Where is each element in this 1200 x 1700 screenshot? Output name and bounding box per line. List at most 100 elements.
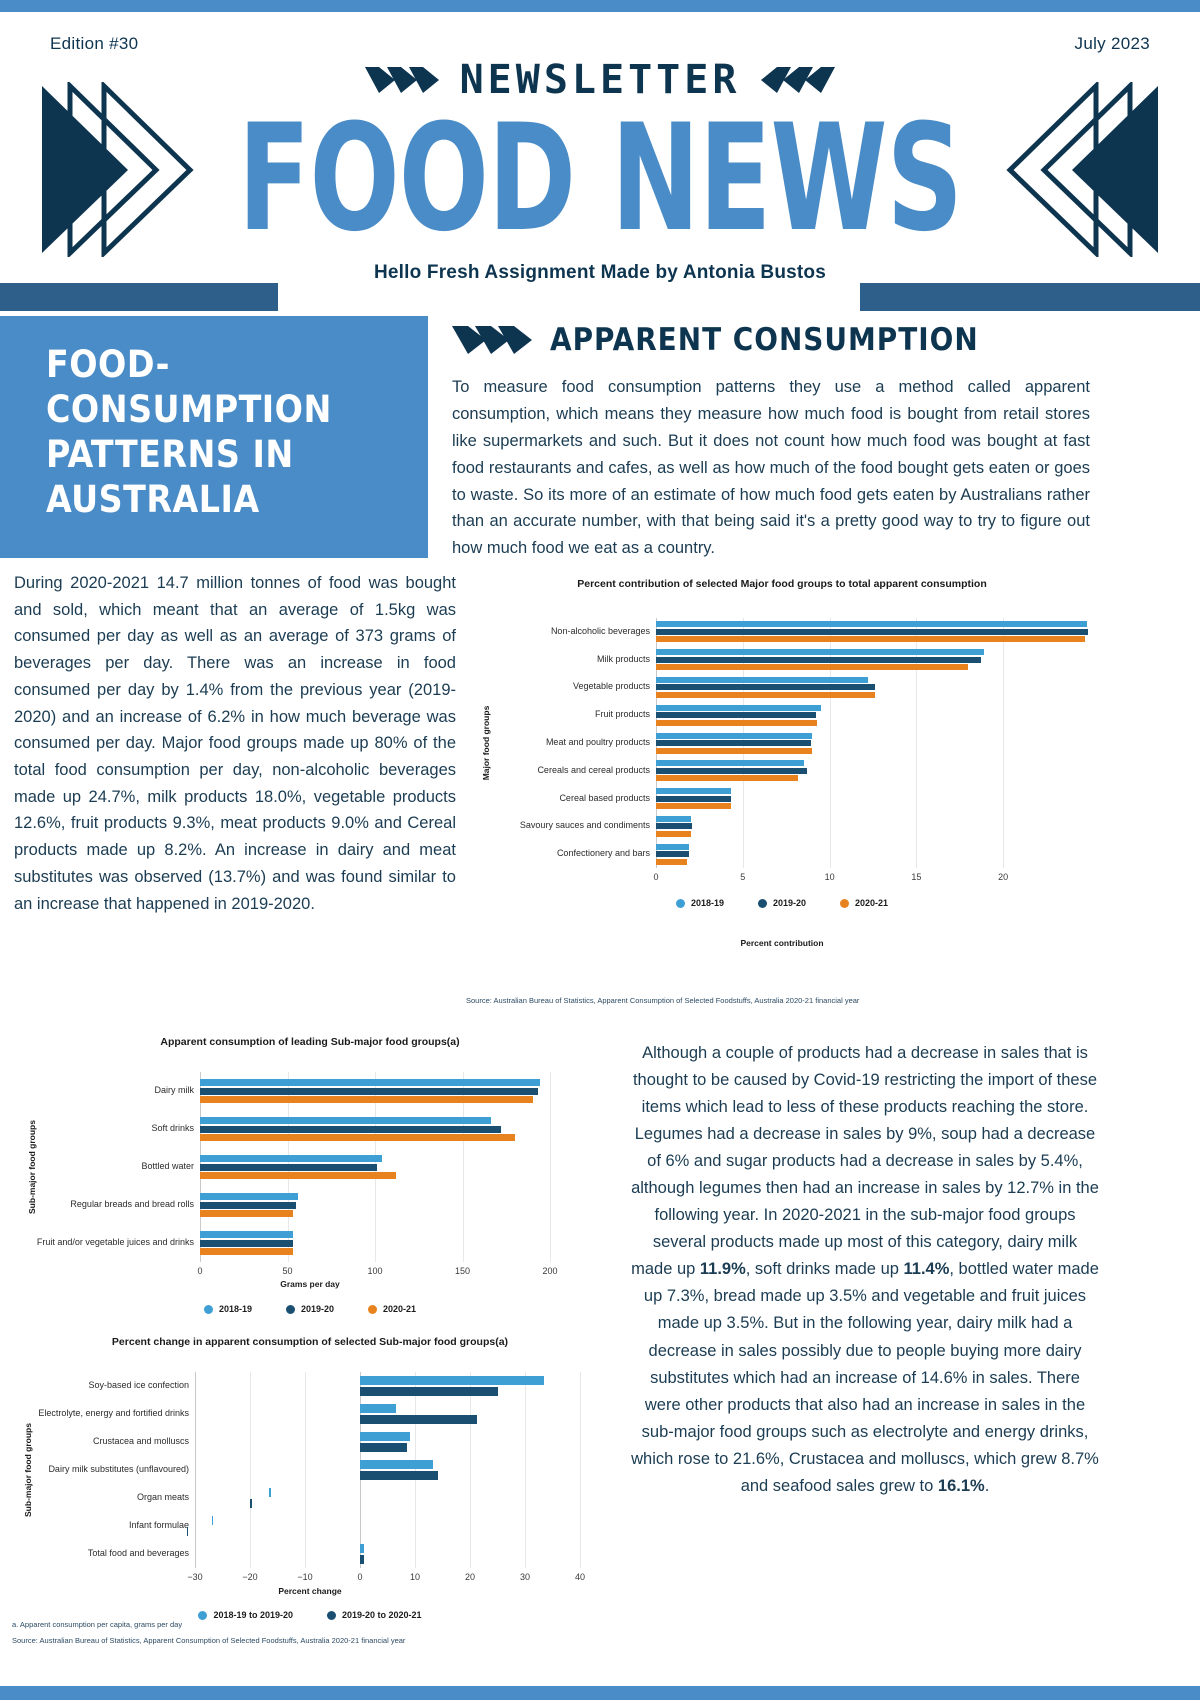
apparent-consumption-body: To measure food consumption patterns the…: [452, 378, 1090, 558]
chart3-bar: [360, 1404, 396, 1413]
chart3-x-tick-label: 40: [574, 1572, 585, 1582]
chart3-x-tick-label: −30: [187, 1572, 203, 1582]
chart1-legend: 2018-19 2019-20 2020-21: [466, 898, 1098, 908]
chart1-bar: [656, 628, 1089, 635]
footnotes-block: a. Apparent consumption per capita, gram…: [12, 1620, 632, 1652]
chart1-bar: [656, 712, 816, 719]
chart2-legend-item[interactable]: 2020-21: [368, 1304, 416, 1314]
chart1-bar: [656, 803, 731, 810]
chart-percent-change: Percent change in apparent consumption o…: [10, 1336, 610, 1620]
chart2-bar: [200, 1201, 297, 1209]
chart3-category-label: Soy-based ice confection: [88, 1380, 189, 1390]
chart2-bar: [200, 1087, 538, 1095]
chart1-bar: [656, 704, 821, 711]
chart2-bar: [200, 1096, 533, 1103]
chart2-bar: [200, 1193, 298, 1200]
chart1-category-label: Cereals and cereal products: [537, 764, 650, 775]
chart1-category-label: Cereal based products: [559, 792, 650, 803]
chart-sub-major-consumption: Apparent consumption of leading Sub-majo…: [10, 1036, 610, 1314]
chart3-gridline: [250, 1372, 251, 1568]
chart2-title: Apparent consumption of leading Sub-majo…: [160, 1036, 460, 1048]
chart2-bar: [200, 1117, 491, 1124]
chart3-bar: [360, 1443, 408, 1452]
chart1-title: Percent contribution of selected Major f…: [577, 578, 987, 590]
chart3-x-tick-label: 0: [357, 1572, 363, 1582]
byline: Hello Fresh Assignment Made by Antonia B…: [373, 262, 827, 283]
chart1-legend-item[interactable]: 2019-20: [757, 898, 807, 908]
chart2-legend-label: 2020-21: [383, 1304, 417, 1314]
chart2-x-axis-label: Grams per day: [280, 1279, 340, 1289]
legend-swatch-icon: [368, 1304, 378, 1314]
chart2-gridline: [462, 1072, 464, 1262]
chart1-category-label: Fruit products: [594, 709, 650, 720]
chart1-bar: [656, 767, 808, 774]
legend-swatch-icon: [840, 898, 850, 908]
legend-swatch-icon: [198, 1610, 208, 1620]
chevrons-right-icon: [365, 65, 441, 95]
chart2-x-tick-label: 100: [367, 1266, 383, 1276]
chart3-x-axis-label: Percent change: [278, 1586, 342, 1596]
chart1-bar: [656, 740, 811, 746]
apparent-consumption-heading-row: APPARENT CONSUMPTION: [452, 322, 979, 358]
chart2-bar: [200, 1155, 382, 1162]
chart1-x-tick-label: 15: [911, 872, 922, 882]
chart2-bar: [200, 1079, 540, 1086]
chart1-bar: [656, 649, 985, 656]
covid-highlight-dairy-milk: 11.9%: [699, 1260, 746, 1279]
chart2-category-label: Dairy milk: [154, 1085, 195, 1095]
chart2-bar: [200, 1172, 396, 1179]
chart3-x-tick-label: −10: [297, 1572, 313, 1582]
chart1-bar: [656, 760, 804, 767]
feature-body-text: During 2020-2021 14.7 million tonnes of …: [14, 574, 456, 913]
chart3-category-label: Electrolyte, energy and fortified drinks: [38, 1408, 189, 1418]
chart2-bar: [200, 1231, 293, 1238]
chart1-bar: [656, 732, 813, 739]
legend-swatch-icon: [757, 898, 767, 908]
chevrons-left-icon: [759, 65, 835, 95]
chart1-x-tick-label: 10: [824, 872, 835, 882]
chart3-bar: [360, 1432, 410, 1441]
chart2-category-label: Fruit and/or vegetable juices and drinks: [36, 1237, 194, 1247]
chart3-bar: [360, 1555, 364, 1564]
chart1-legend-label: 2019-20: [772, 898, 807, 908]
chart1-legend-label: 2018-19: [690, 898, 724, 908]
chart2-legend-item[interactable]: 2019-20: [285, 1304, 334, 1314]
chart2-gridline: [550, 1072, 551, 1262]
chart3-bar: [360, 1460, 433, 1469]
chart3-bar: [360, 1387, 498, 1396]
chart3-x-tick-label: 20: [464, 1572, 475, 1582]
chart1-category-label: Vegetable products: [572, 681, 650, 692]
chart3-gridline: [525, 1372, 526, 1568]
chart1-bar: [656, 858, 688, 865]
chart1-bar: [656, 830, 691, 837]
footnote-a: a. Apparent consumption per capita, gram…: [12, 1620, 183, 1629]
chart1-legend-item[interactable]: 2018-19: [675, 898, 724, 908]
chart1-bar: [656, 664, 969, 671]
chart3-category-label: Infant formulae: [128, 1520, 189, 1530]
chart2-bar: [200, 1239, 293, 1247]
chart1-category-label: Non-alcoholic beverages: [550, 625, 650, 636]
header-bar-right: [860, 283, 1200, 311]
chart3-bar: [186, 1527, 189, 1536]
chart1-legend-item[interactable]: 2020-21: [840, 898, 888, 908]
chart2-legend-item[interactable]: 2018-19: [203, 1304, 252, 1314]
chart3-category-label: Crustacea and molluscs: [92, 1436, 189, 1446]
chart1-bar: [656, 691, 875, 698]
chart1-bar: [656, 775, 799, 782]
chart1-bar: [656, 719, 818, 726]
chart1-gridline: [829, 618, 831, 868]
chart3-legend-item[interactable]: 2018-19 to 2019-20: [198, 1610, 293, 1620]
chart2-x-tick-label: 150: [454, 1266, 471, 1276]
chart2-bar: [200, 1163, 377, 1171]
chart3-legend: 2018-19 to 2019-20 2019-20 to 2020-21: [10, 1610, 610, 1620]
chart3-legend-label: 2019-20 to 2020-21: [342, 1610, 422, 1620]
legend-swatch-icon: [203, 1304, 213, 1314]
chart3-legend-item[interactable]: 2019-20 to 2020-21: [327, 1610, 422, 1620]
header-bar-left: [0, 283, 278, 311]
chart3-category-label: Total food and beverages: [87, 1548, 189, 1558]
chart3-gridline: [305, 1372, 306, 1568]
covid-highlight-seafood: 16.1%: [937, 1476, 985, 1495]
chart2-x-tick-label: 200: [542, 1266, 558, 1276]
newsletter-kicker: NEWSLETTER: [459, 57, 741, 103]
